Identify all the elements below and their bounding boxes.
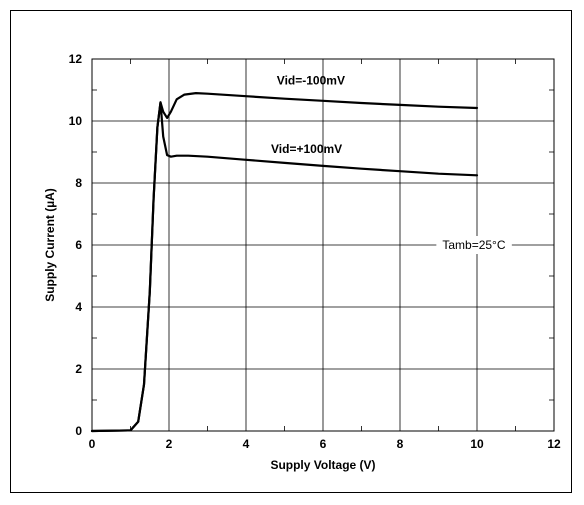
tick-layer xyxy=(92,59,554,431)
chart-annotation: Tamb=25°C xyxy=(442,238,505,252)
x-axis-title: Supply Voltage (V) xyxy=(270,458,375,472)
chart-annotation: Vid=+100mV xyxy=(271,142,342,156)
x-tick-label: 4 xyxy=(243,437,250,451)
label-layer: 0 2 4 6 8 10 12 0 2 4 6 8 10 12 xyxy=(69,52,561,451)
y-tick-label: 10 xyxy=(69,114,83,128)
y-axis-title: Supply Current (µA) xyxy=(43,188,57,302)
y-tick-label: 2 xyxy=(75,362,82,376)
plot-border xyxy=(91,58,555,432)
annotation-background xyxy=(436,236,512,254)
series-line xyxy=(90,101,479,433)
x-tick-label: 12 xyxy=(547,437,561,451)
annotation-layer: Vid=-100mV Vid=+100mV Tamb=25°C xyxy=(271,74,512,254)
y-tick-label: 6 xyxy=(75,238,82,252)
y-tick-label: 0 xyxy=(75,424,82,438)
x-tick-label: 0 xyxy=(89,437,96,451)
x-tick-label: 6 xyxy=(320,437,327,451)
x-tick-label: 10 xyxy=(470,437,484,451)
y-tick-label: 8 xyxy=(75,176,82,190)
x-tick-label: 8 xyxy=(397,437,404,451)
y-tick-label: 12 xyxy=(69,52,83,66)
grid-layer xyxy=(92,59,554,431)
series-layer xyxy=(90,92,479,433)
y-tick-label: 4 xyxy=(75,300,82,314)
chart-annotation: Vid=-100mV xyxy=(277,74,345,88)
x-tick-label: 2 xyxy=(166,437,173,451)
